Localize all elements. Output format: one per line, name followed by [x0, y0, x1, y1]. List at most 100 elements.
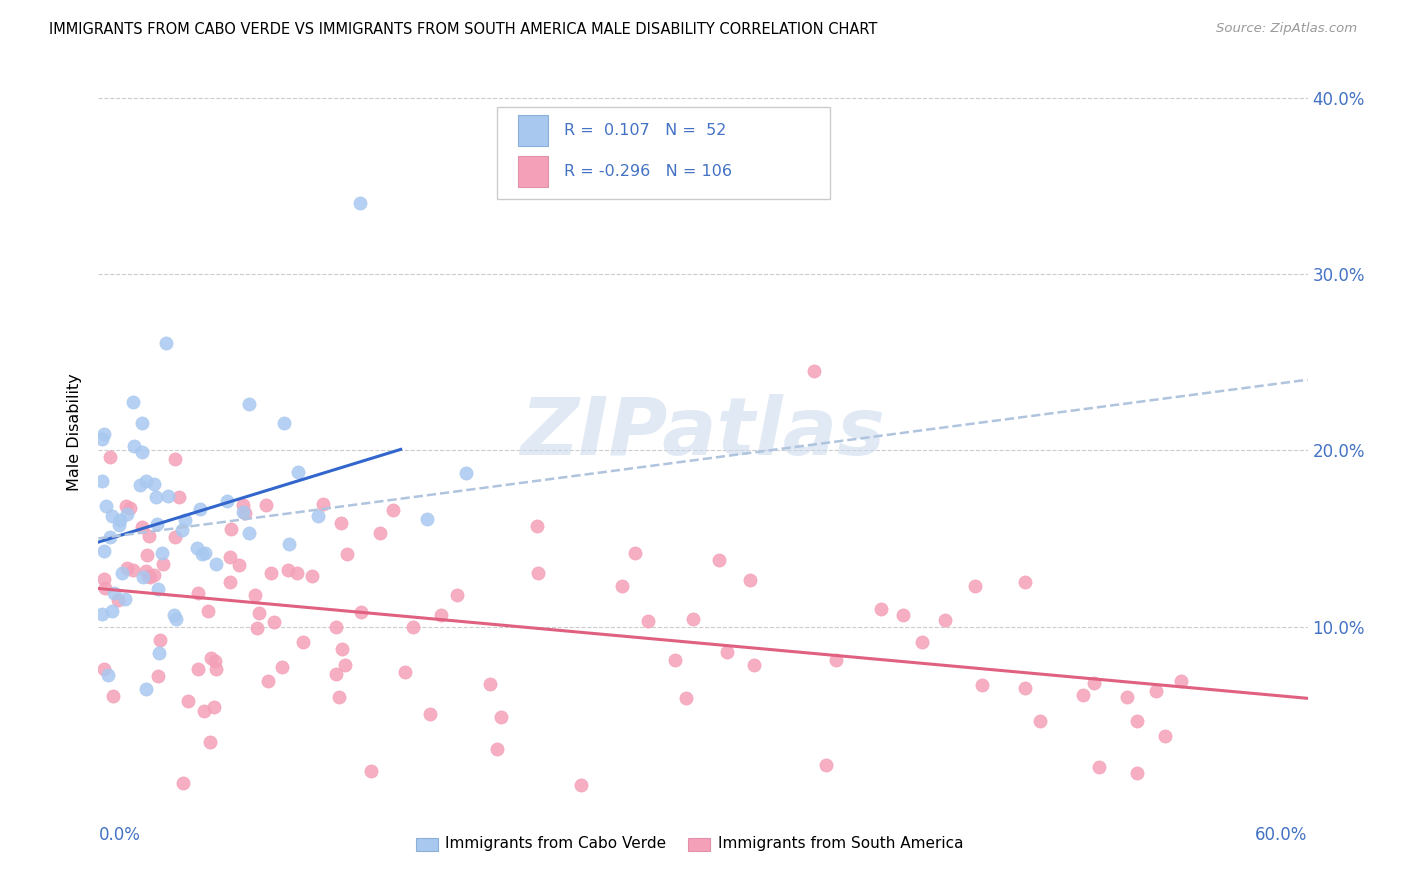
Point	[682, 612, 704, 626]
Point	[637, 615, 659, 629]
Point	[260, 566, 283, 580]
Point	[217, 494, 239, 508]
Point	[330, 641, 353, 656]
Point	[526, 566, 548, 581]
Point	[200, 651, 222, 665]
Point	[152, 557, 174, 571]
Bar	[517, 115, 548, 146]
Text: 60.0%: 60.0%	[1256, 827, 1308, 845]
Point	[143, 567, 166, 582]
Point	[350, 605, 373, 619]
Point	[329, 516, 352, 531]
Point	[333, 657, 356, 672]
Point	[135, 681, 157, 696]
Point	[446, 588, 468, 602]
Point	[169, 490, 191, 504]
Point	[187, 662, 209, 676]
Point	[1014, 681, 1036, 696]
Point	[177, 694, 200, 708]
Point	[825, 652, 848, 666]
Point	[114, 591, 136, 606]
Point	[349, 196, 371, 211]
Point	[360, 764, 382, 778]
Point	[402, 620, 425, 634]
Point	[122, 439, 145, 453]
Point	[291, 635, 314, 649]
Point	[194, 546, 217, 560]
Point	[624, 546, 647, 560]
Point	[193, 704, 215, 718]
Point	[101, 690, 124, 704]
Point	[157, 489, 180, 503]
Point	[478, 677, 501, 691]
Point	[970, 678, 993, 692]
Point	[143, 476, 166, 491]
Point	[228, 558, 250, 572]
Point	[486, 742, 509, 756]
Point	[205, 557, 228, 571]
Point	[135, 548, 157, 562]
Point	[221, 522, 243, 536]
Point	[93, 544, 115, 558]
Point	[1028, 714, 1050, 728]
Point	[707, 553, 730, 567]
Point	[815, 758, 838, 772]
Point	[165, 612, 187, 626]
Point	[716, 645, 738, 659]
Point	[246, 622, 269, 636]
Point	[131, 445, 153, 459]
Text: Source: ZipAtlas.com: Source: ZipAtlas.com	[1216, 22, 1357, 36]
Point	[165, 530, 187, 544]
Point	[489, 710, 512, 724]
Text: 0.0%: 0.0%	[98, 827, 141, 845]
Point	[870, 602, 893, 616]
Point	[238, 526, 260, 541]
Point	[173, 513, 195, 527]
Point	[149, 632, 172, 647]
Point	[108, 518, 131, 533]
Point	[1087, 759, 1109, 773]
Point	[155, 335, 177, 350]
Point	[93, 662, 115, 676]
Point	[93, 427, 115, 442]
Point	[1170, 674, 1192, 689]
Point	[100, 508, 122, 523]
Point	[91, 607, 114, 621]
Point	[429, 608, 451, 623]
Point	[254, 498, 277, 512]
Point	[273, 416, 295, 430]
Point	[120, 500, 142, 515]
Point	[263, 615, 285, 629]
Point	[165, 452, 187, 467]
Point	[204, 654, 226, 668]
Point	[419, 707, 441, 722]
Point	[1153, 729, 1175, 743]
Point	[107, 592, 129, 607]
Point	[416, 511, 439, 525]
Point	[163, 607, 186, 622]
Point	[91, 432, 114, 446]
Point	[111, 566, 134, 581]
Point	[205, 662, 228, 676]
Point	[569, 778, 592, 792]
Point	[965, 579, 987, 593]
Point	[328, 690, 350, 705]
Point	[1115, 690, 1137, 704]
Point	[394, 665, 416, 679]
Text: R =  0.107   N =  52: R = 0.107 N = 52	[564, 123, 727, 138]
Point	[202, 700, 225, 714]
Point	[803, 364, 825, 378]
Point	[1083, 675, 1105, 690]
Point	[108, 513, 131, 527]
Point	[744, 657, 766, 672]
Point	[115, 507, 138, 521]
Point	[336, 547, 359, 561]
Point	[891, 607, 914, 622]
Point	[325, 666, 347, 681]
Point	[368, 525, 391, 540]
Point	[325, 620, 347, 634]
Point	[1146, 684, 1168, 698]
Point	[1071, 688, 1094, 702]
Point	[93, 572, 115, 586]
Point	[121, 395, 143, 409]
